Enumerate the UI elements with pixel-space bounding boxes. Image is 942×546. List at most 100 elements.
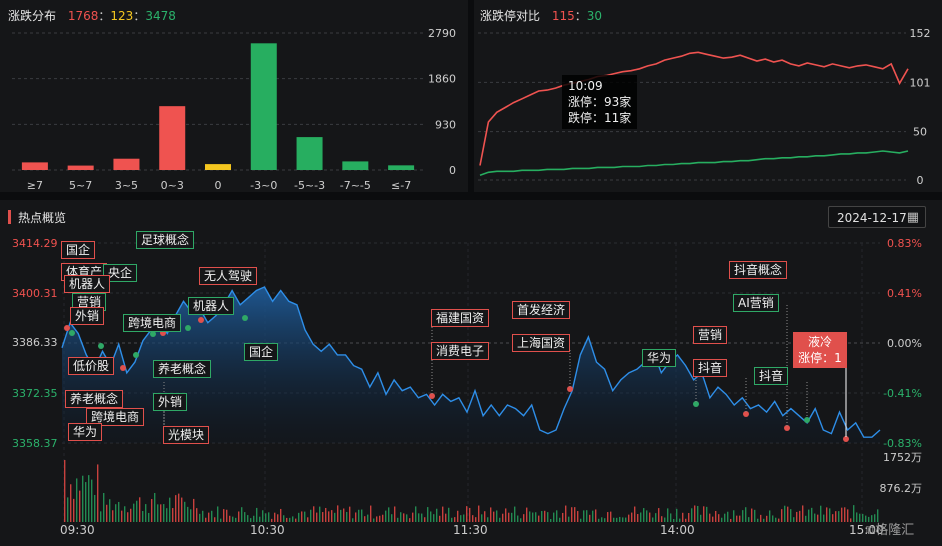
tag-douyin[interactable]: 抖音 — [693, 359, 728, 377]
tag-guoqi[interactable]: 国企 — [61, 241, 96, 259]
volume-bar — [184, 501, 186, 522]
volume-bar — [844, 507, 846, 522]
distribution-panel: 涨跌分布 1768：123：3478 2790 1860 930 0 ≥7 5~7 3~5 0… — [0, 0, 468, 192]
volume-bar — [811, 507, 813, 522]
tag-guoqi-2[interactable]: 国企 — [244, 343, 279, 361]
volume-bar — [535, 512, 537, 522]
hotspot-panel: 热点概览 — [0, 200, 942, 546]
volume-bar — [736, 515, 738, 522]
tag-douyin-2[interactable]: 抖音 — [754, 367, 789, 385]
volume-bar — [265, 513, 267, 522]
volume-bar — [424, 517, 426, 522]
volume-bar — [334, 512, 336, 522]
volume-bar — [394, 506, 396, 522]
tag-jiqiren[interactable]: 机器人 — [64, 275, 111, 293]
volume-bar — [235, 517, 237, 522]
volume-bar — [163, 504, 165, 522]
pct-label-2: 0.41% — [887, 287, 922, 300]
volume-bar — [583, 510, 585, 522]
volume-bar — [319, 506, 321, 522]
tag-fujian[interactable]: 福建国资 — [431, 309, 490, 327]
tag-yanglao[interactable]: 养老概念 — [65, 390, 124, 408]
volume-bar — [148, 512, 150, 522]
volume-bar — [415, 506, 417, 522]
volume-bar — [367, 514, 369, 522]
tag-yanglao-2[interactable]: 养老概念 — [153, 360, 212, 378]
volume-bar — [532, 512, 534, 522]
tag-guangmokuai[interactable]: 光模块 — [163, 426, 210, 444]
ratio-ytick: 101 — [910, 76, 931, 89]
tag-wuren[interactable]: 无人驾驶 — [199, 267, 258, 285]
volume-bar — [85, 482, 87, 522]
volume-bar — [619, 516, 621, 522]
tag-waixiao[interactable]: 外销 — [70, 307, 105, 325]
volume-bar — [136, 500, 138, 522]
event-marker — [64, 325, 70, 331]
time-label-1030: 10:30 — [250, 523, 285, 537]
volume-bar — [457, 510, 459, 522]
volume-bar — [565, 505, 567, 522]
volume-bar — [721, 517, 723, 522]
tag-huawei-2[interactable]: 华为 — [642, 349, 677, 367]
volume-bar — [784, 505, 786, 522]
volume-bar — [832, 514, 834, 522]
volume-bar — [640, 512, 642, 522]
tag-dijia[interactable]: 低价股 — [68, 357, 115, 375]
date-value: 2024-12-17 — [837, 211, 907, 225]
tag-yeleng-highlight[interactable]: 液冷 涨停：1 — [793, 332, 847, 368]
volume-bar — [520, 518, 522, 522]
volume-bar — [331, 510, 333, 522]
volume-bar — [160, 504, 162, 522]
volume-bar — [448, 507, 450, 522]
volume-bar — [94, 494, 96, 522]
tag-ai-yingxiao[interactable]: AI营销 — [733, 294, 779, 312]
volume-bar — [694, 505, 696, 522]
volume-bar — [547, 512, 549, 522]
tag-yingxiao-2[interactable]: 营销 — [693, 326, 728, 344]
volume-bar — [139, 497, 141, 522]
event-marker — [429, 393, 435, 399]
date-picker[interactable]: 2024-12-17 ▦ — [828, 206, 926, 228]
volume-bar — [727, 511, 729, 522]
volume-bar — [568, 516, 570, 522]
volume-bar — [808, 509, 810, 522]
volume-bar — [679, 518, 681, 522]
volume-bar — [310, 509, 312, 522]
volume-bar — [688, 512, 690, 522]
volume-bar — [550, 518, 552, 522]
tag-jiqiren-2[interactable]: 机器人 — [188, 297, 235, 315]
tooltip-up: 涨停：93家 — [568, 95, 632, 109]
volume-bar — [868, 516, 870, 522]
tag-zuqiu[interactable]: 足球概念 — [136, 231, 195, 249]
dist-ytick: 0 — [449, 164, 456, 177]
volume-bar — [274, 512, 276, 522]
calendar-icon[interactable]: ▦ — [906, 210, 919, 225]
volume-bar — [382, 514, 384, 522]
tag-shanghai[interactable]: 上海国资 — [512, 334, 571, 352]
volume-bar — [670, 513, 672, 522]
volume-bar — [493, 511, 495, 522]
tag-yangqi[interactable]: 央企 — [103, 264, 138, 282]
volume-bar — [463, 514, 465, 522]
tag-yingxiao[interactable]: 营销 — [72, 293, 107, 311]
dist-bar — [250, 43, 277, 170]
tag-waixiao-2[interactable]: 外销 — [153, 393, 188, 411]
volume-bar — [652, 517, 654, 522]
ratio-ytick: 152 — [910, 27, 931, 40]
price-label-4: 3372.35 — [12, 387, 58, 400]
tag-kuajing-2[interactable]: 跨境电商 — [86, 408, 145, 426]
tag-kuajing[interactable]: 跨境电商 — [123, 314, 182, 332]
limit-ratio-title: 涨跌停对比 — [480, 9, 541, 23]
tag-shoufa[interactable]: 首发经济 — [512, 301, 571, 319]
volume-bar — [637, 513, 639, 522]
volume-bar — [559, 517, 561, 522]
volume-bar — [643, 508, 645, 522]
time-label-1500: 15:00 — [849, 523, 884, 537]
tag-huawei[interactable]: 华为 — [68, 423, 103, 441]
volume-bar — [481, 514, 483, 522]
tag-douyin-gainian[interactable]: 抖音概念 — [729, 261, 788, 279]
volume-bar — [217, 506, 219, 522]
tag-xiaofei[interactable]: 消费电子 — [431, 342, 490, 360]
dist-xtick: ≤-7 — [391, 179, 411, 192]
price-area — [62, 287, 880, 443]
